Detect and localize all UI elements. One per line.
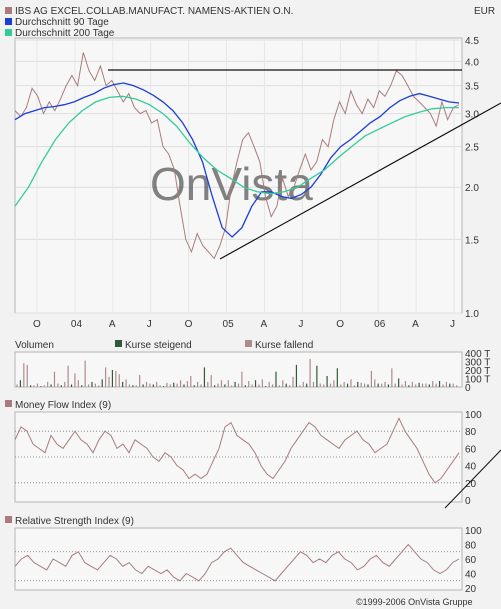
volume-y-tick-label: 300 T: [465, 358, 490, 369]
price-y-tick-label: 4.0: [465, 57, 479, 68]
volume-y-tick-label: 0: [465, 383, 471, 394]
price-x-tick-label: A: [260, 319, 267, 330]
mfi-panel: [14, 411, 463, 503]
rsi-series: [14, 543, 460, 582]
price-series: [14, 52, 460, 260]
mfi-y-tick-label: 100: [465, 410, 482, 421]
chart-title: IBS AG EXCEL.COLLAB.MANUFACT. NAMENS-AKT…: [15, 6, 293, 17]
price-x-tick-label: 05: [223, 319, 235, 330]
legend-ma200: Durchschnitt 200 Tage: [15, 28, 115, 39]
price-y-tick-label: 3.5: [465, 82, 479, 93]
legend-swatch-ma90: [5, 18, 12, 25]
legend-swatch-ma200: [5, 29, 12, 36]
price-y-tick-label: 2.5: [465, 143, 479, 154]
price-x-tick-label: O: [336, 319, 344, 330]
legend-ma90: Durchschnitt 90 Tage: [15, 17, 109, 28]
legend-kurse-fallend: Kurse fallend: [255, 340, 313, 351]
price-x-tick-label: O: [185, 319, 193, 330]
rsi-y-tick-label: 20: [465, 584, 477, 595]
mfi-y-tick-label: 60: [465, 444, 477, 455]
mfi-y-tick-label: 40: [465, 462, 477, 473]
mfi-y-axis: 0 20 40 60 80 100: [465, 410, 482, 507]
price-x-tick-label: J: [450, 319, 455, 330]
mfi-grid: [15, 430, 462, 484]
price-y-tick-label: 1.5: [465, 235, 479, 246]
legend-swatch-mfi: [5, 400, 12, 407]
rsi-y-tick-label: 100: [465, 526, 482, 537]
price-panel: [14, 37, 463, 314]
price-y-tick-label: 3.0: [465, 110, 479, 121]
rsi-y-tick-label: 80: [465, 541, 477, 552]
price-y-axis: 1.0 1.5 2.0 2.5 3.0 3.5 4.0 4.5: [465, 36, 479, 320]
ma90-line: [14, 82, 460, 238]
rsi-grid: [15, 551, 462, 582]
price-x-tick-label: A: [109, 319, 116, 330]
rsi-title: Relative Strength Index (9): [15, 516, 134, 527]
rsi-y-tick-label: 60: [465, 555, 477, 566]
legend-kurse-steigend: Kurse steigend: [125, 340, 192, 351]
volume-y-tick-label: 200 T: [465, 366, 490, 377]
price-x-tick-label: J: [147, 319, 152, 330]
mfi-trendline: [444, 449, 501, 509]
volume-y-tick-label: 100 T: [465, 375, 490, 386]
price-x-tick-label: 04: [71, 319, 83, 330]
legend-swatch-rsi: [5, 516, 12, 523]
price-y-tick-label: 1.0: [465, 309, 479, 320]
mfi-y-tick-label: 20: [465, 479, 477, 490]
rsi-y-axis: 20 40 60 80 100: [465, 526, 482, 595]
mfi-line: [14, 417, 460, 484]
volume-title: Volumen: [15, 340, 54, 351]
price-line: [14, 52, 460, 260]
mfi-title: Money Flow Index (9): [15, 400, 111, 411]
volume-y-tick-label: 400 T: [465, 349, 490, 360]
mfi-series: [14, 417, 460, 484]
volume-panel: [14, 351, 463, 388]
mfi-y-tick-label: 80: [465, 427, 477, 438]
legend-swatch-steigend: [115, 340, 122, 347]
price-x-tick-label: A: [412, 319, 419, 330]
copyright-text: ©1999-2006 OnVista Gruppe: [356, 597, 473, 607]
price-x-tick-label: O: [33, 319, 41, 330]
currency-label: EUR: [474, 6, 495, 17]
ma200-line: [14, 95, 459, 207]
rsi-y-tick-label: 40: [465, 570, 477, 581]
mfi-y-tick-label: 0: [465, 496, 471, 507]
price-grid: [15, 39, 462, 314]
rsi-line: [14, 543, 460, 582]
legend-swatch-price: [5, 7, 12, 14]
price-x-tick-label: J: [298, 319, 303, 330]
price-x-axis: O 04 A J O 05 A J O 06 A J: [33, 319, 455, 330]
price-x-tick-label: 06: [374, 319, 386, 330]
price-y-tick-label: 2.0: [465, 183, 479, 194]
volume-bars: [16, 358, 458, 387]
support-trendline: [219, 102, 501, 260]
price-y-tick-label: 4.5: [465, 36, 479, 47]
rsi-panel: [14, 527, 463, 591]
legend-swatch-fallend: [245, 340, 252, 347]
